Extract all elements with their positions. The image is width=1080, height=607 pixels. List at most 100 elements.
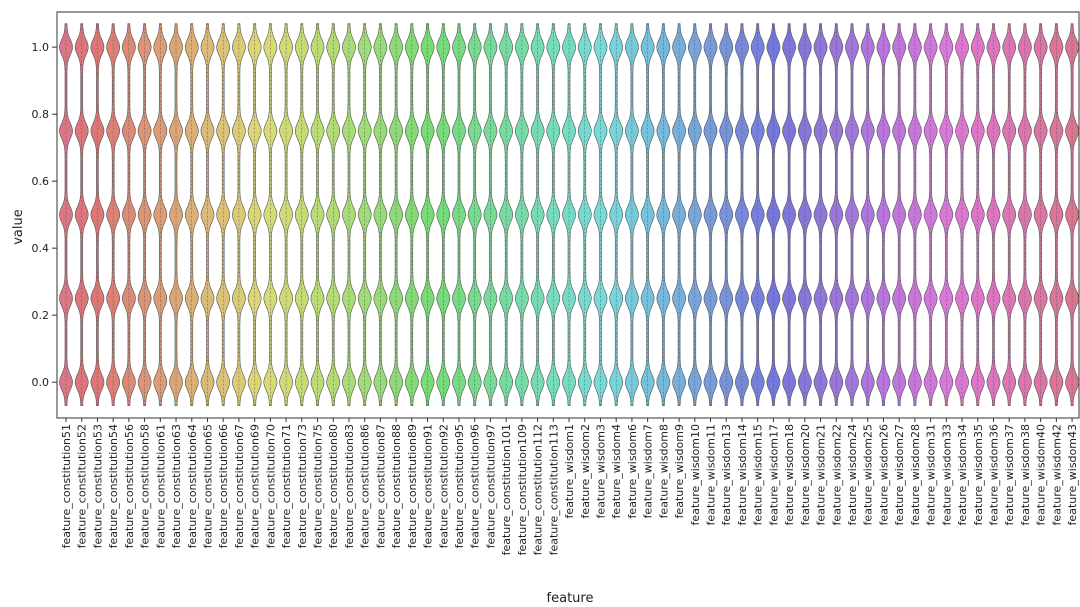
violin	[562, 23, 576, 406]
violin	[797, 23, 812, 406]
x-tick-label: feature_constitution86	[359, 424, 372, 548]
violin	[813, 23, 828, 406]
violin	[1049, 23, 1064, 406]
x-tick-label: feature_wisdom20	[799, 424, 812, 525]
x-tick-label: feature_constitution109	[516, 424, 529, 555]
x-tick-label: feature_constitution87	[374, 424, 387, 548]
x-tick-label: feature_constitution83	[343, 424, 356, 548]
violin	[577, 23, 592, 406]
x-tick-label: feature_constitution66	[217, 424, 230, 548]
x-tick-label: feature_wisdom25	[862, 424, 875, 525]
violin	[672, 23, 687, 406]
x-tick-label: feature_constitution71	[280, 424, 293, 548]
violin	[483, 23, 498, 406]
violin	[1065, 23, 1080, 406]
x-tick-label: feature_wisdom38	[1019, 424, 1032, 525]
violin	[719, 23, 734, 406]
x-tick-label: feature_constitution58	[139, 424, 152, 548]
x-tick-label: feature_constitution73	[296, 424, 309, 548]
violin	[263, 23, 278, 406]
violin	[829, 23, 844, 406]
x-tick-label: feature_wisdom7	[642, 424, 655, 518]
violin	[74, 23, 89, 406]
x-tick-label: feature_wisdom34	[956, 424, 969, 525]
x-tick-label: feature_wisdom4	[610, 424, 623, 518]
violin	[153, 23, 168, 406]
violin	[609, 23, 624, 406]
x-tick-label: feature_wisdom21	[815, 424, 828, 525]
violin	[892, 23, 907, 406]
violin	[1002, 23, 1017, 406]
violin	[970, 23, 985, 406]
violin	[184, 23, 199, 406]
violin	[294, 23, 309, 406]
x-tick-label: feature_constitution52	[76, 424, 89, 548]
x-tick-label: feature_wisdom40	[1035, 424, 1048, 525]
x-tick-label: feature_constitution101	[500, 424, 513, 555]
violin	[389, 23, 404, 406]
violin	[420, 23, 435, 406]
x-tick-label: feature_wisdom9	[673, 424, 686, 518]
x-tick-label: feature_wisdom35	[972, 424, 985, 525]
x-tick-label: feature_constitution64	[186, 424, 199, 548]
violin	[750, 23, 765, 406]
x-tick-label: feature_wisdom33	[940, 424, 953, 525]
violin	[687, 23, 702, 406]
violin	[656, 23, 671, 406]
x-tick-label: feature_wisdom6	[626, 424, 639, 518]
x-tick-label: feature_wisdom42	[1050, 424, 1063, 525]
x-tick-label: feature_constitution92	[437, 424, 450, 548]
violin	[640, 23, 655, 406]
x-tick-label: feature_constitution95	[453, 424, 466, 548]
x-tick-label: feature_constitution112	[532, 424, 545, 555]
violin	[436, 23, 451, 406]
x-tick-label: feature_wisdom22	[830, 424, 843, 525]
violin	[200, 23, 215, 406]
violin	[121, 23, 136, 406]
x-tick-label: feature_constitution80	[327, 424, 340, 548]
violin	[766, 23, 781, 406]
x-tick-label: feature_wisdom13	[720, 424, 733, 525]
x-tick-label: feature_constitution75	[312, 424, 325, 548]
y-tick-label: 0.2	[32, 309, 50, 322]
violin	[373, 23, 388, 406]
y-tick-label: 0.0	[32, 376, 50, 389]
x-tick-label: feature_constitution91	[422, 424, 435, 548]
x-tick-label: feature_wisdom26	[877, 424, 890, 525]
y-tick-label: 1.0	[32, 41, 50, 54]
x-axis-label: feature	[547, 591, 594, 606]
violin	[90, 23, 105, 406]
x-tick-label: feature_constitution69	[249, 424, 262, 548]
x-tick-label: feature_wisdom43	[1066, 424, 1079, 525]
x-tick-label: feature_constitution70	[264, 424, 277, 548]
x-tick-label: feature_constitution63	[170, 424, 183, 548]
x-tick-label: feature_wisdom31	[925, 424, 938, 525]
x-tick-label: feature_wisdom28	[909, 424, 922, 525]
x-tick-label: feature_constitution51	[60, 424, 73, 548]
x-tick-label: feature_wisdom24	[846, 424, 859, 525]
violin	[106, 23, 121, 406]
violin	[845, 23, 859, 406]
violin	[907, 23, 922, 406]
x-tick-label: feature_wisdom18	[783, 424, 796, 525]
violin	[404, 23, 419, 406]
x-tick-label: feature_wisdom10	[689, 424, 702, 525]
y-tick-label: 0.4	[32, 242, 50, 255]
violin	[530, 23, 545, 406]
violin	[624, 23, 639, 406]
violin	[955, 23, 969, 406]
violin	[310, 23, 325, 406]
violin	[216, 23, 231, 406]
x-tick-label: feature_constitution67	[233, 424, 246, 548]
violin	[467, 23, 482, 406]
x-tick-label: feature_constitution97	[484, 424, 497, 548]
violin	[514, 23, 529, 406]
x-tick-label: feature_constitution89	[406, 424, 419, 548]
violin	[735, 23, 749, 406]
x-tick-label: feature_wisdom27	[893, 424, 906, 525]
x-tick-label: feature_constitution61	[154, 424, 167, 548]
violin	[923, 23, 938, 406]
plot-frame	[56, 11, 1080, 419]
x-tick-label: feature_constitution65	[201, 424, 214, 548]
